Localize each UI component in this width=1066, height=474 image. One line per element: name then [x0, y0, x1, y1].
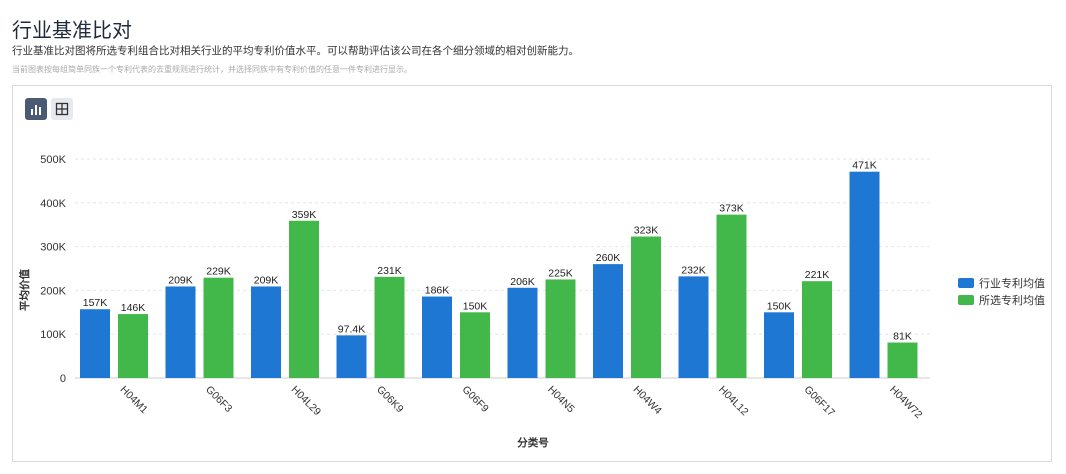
- bar-selected: [631, 236, 661, 378]
- data-label: 225K: [548, 267, 573, 279]
- y-tick-label: 100K: [40, 329, 66, 341]
- x-tick-label: H04N5: [545, 384, 577, 416]
- data-label: 373K: [719, 203, 744, 215]
- data-label: 231K: [377, 265, 402, 277]
- bar-selected: [289, 220, 319, 378]
- bar-chart-view-button[interactable]: [25, 98, 47, 120]
- data-label: 260K: [596, 252, 621, 264]
- legend-label: 所选专利均值: [979, 293, 1045, 307]
- y-tick-label: 500K: [40, 154, 66, 166]
- bar-industry: [678, 276, 709, 378]
- bar-selected: [203, 277, 234, 378]
- legend-label: 行业专利均值: [979, 276, 1045, 290]
- bar-industry: [849, 171, 880, 378]
- data-label: 471K: [852, 160, 877, 172]
- bar-selected: [374, 276, 405, 378]
- x-axis-title: 分类号: [517, 436, 549, 449]
- x-tick-label: G06F9: [460, 384, 491, 415]
- x-tick-label: H04W4: [631, 384, 664, 417]
- data-label: 157K: [83, 297, 108, 309]
- data-label: 221K: [805, 269, 830, 281]
- x-tick-label: H04L12: [716, 384, 751, 419]
- data-label: 150K: [463, 300, 488, 312]
- x-tick-label: H04W72: [887, 384, 924, 421]
- bar-industry: [422, 296, 452, 378]
- page-title: 行业基准比对: [12, 18, 132, 42]
- bar-selected: [118, 314, 148, 378]
- bar-chart-icon: [31, 105, 41, 115]
- legend-swatch: [958, 278, 974, 288]
- data-label: 81K: [893, 331, 912, 343]
- legend-swatch: [958, 295, 974, 305]
- data-label: 209K: [168, 274, 193, 286]
- data-label: 229K: [206, 266, 231, 278]
- y-tick-label: 0: [60, 373, 66, 385]
- bar-selected: [716, 214, 747, 378]
- data-label: 97.4K: [338, 323, 365, 335]
- y-tick-label: 400K: [40, 198, 66, 210]
- table-icon: [55, 102, 69, 116]
- bar-industry: [80, 309, 110, 378]
- x-tick-label: G06F17: [802, 384, 837, 419]
- data-label: 359K: [292, 209, 317, 221]
- x-tick-label: G06K9: [374, 384, 406, 416]
- bar-selected: [802, 281, 832, 378]
- y-axis-title: 平均价值: [18, 269, 31, 311]
- bar-industry: [507, 287, 538, 378]
- bar-industry: [764, 312, 794, 378]
- bar-selected: [887, 342, 918, 378]
- x-tick-label: H04M1: [118, 384, 151, 417]
- bar-selected: [545, 279, 576, 378]
- bar-industry: [251, 286, 281, 378]
- bar-industry: [336, 335, 367, 378]
- bar-industry: [593, 264, 623, 378]
- x-tick-label: G06F3: [203, 384, 234, 415]
- data-label: 150K: [767, 300, 792, 312]
- data-label: 323K: [634, 225, 659, 237]
- table-view-button[interactable]: [51, 98, 73, 120]
- data-label: 146K: [121, 302, 146, 314]
- page-description: 行业基准比对图将所选专利组合比对相关行业的平均专利价值水平。可以帮助评估该公司在…: [12, 45, 579, 57]
- data-label: 206K: [510, 276, 535, 288]
- page-note: 当前图表按每组简单同族一个专利代表的去重规则进行统计，并选择同族中有专利价值的任…: [12, 65, 412, 74]
- data-label: 186K: [425, 285, 450, 297]
- data-label: 232K: [681, 264, 706, 276]
- bar-industry: [165, 286, 196, 378]
- data-label: 209K: [254, 274, 279, 286]
- x-tick-label: H04L29: [289, 384, 324, 419]
- chart-card: [12, 85, 1052, 462]
- y-tick-label: 300K: [40, 242, 66, 254]
- y-tick-label: 200K: [40, 285, 66, 297]
- bar-selected: [460, 312, 490, 378]
